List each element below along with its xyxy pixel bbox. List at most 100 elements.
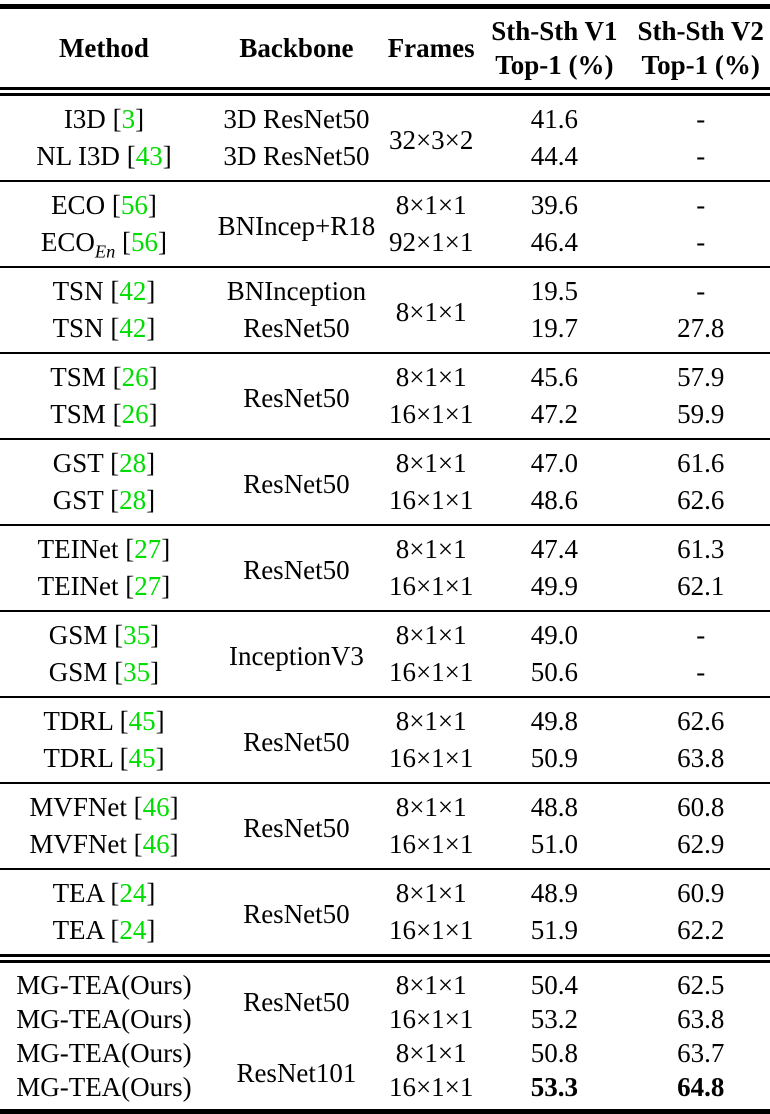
top1-v1-cell: 48.9 — [530, 878, 578, 908]
frames-cell: 8×1×1 — [395, 620, 467, 650]
table-row: GSM [35] 16×1×1 50.6 - — [0, 654, 770, 697]
frames-cell: 8×1×1 — [395, 448, 467, 478]
method-name: MG-TEA(Ours) — [16, 1038, 192, 1068]
top1-v1-cell: 51.9 — [530, 915, 578, 945]
frames-cell: 16×1×1 — [388, 485, 474, 515]
table-row: GST [28] ResNet50 8×1×1 47.0 61.6 — [0, 439, 770, 499]
header-label: Sth-Sth V2 — [637, 16, 764, 46]
citation-number: 26 — [121, 399, 149, 429]
table-row: GSM [35] InceptionV3 8×1×1 49.0 - — [0, 611, 770, 671]
column-header-sthsth-v1: Sth-Sth V1 Top-1 (%) — [477, 7, 631, 92]
frames-cell: 8×1×1 — [395, 534, 467, 564]
method-cell: MVFNet [46] — [29, 829, 179, 859]
backbone-cell: InceptionV3 — [228, 641, 364, 671]
method-name: MG-TEA(Ours) — [16, 970, 192, 1000]
top1-v2-cell: - — [696, 104, 706, 134]
table-row: GST [28] 16×1×1 48.6 62.6 — [0, 482, 770, 525]
method-name: ECO — [51, 190, 106, 220]
backbone-cell: 3D ResNet50 — [223, 141, 370, 171]
method-name: TEA — [52, 878, 104, 908]
top1-v2-cell: - — [696, 657, 706, 687]
top1-v2-cell: 63.8 — [677, 743, 725, 773]
method-cell: GSM [35] — [48, 657, 160, 687]
top1-v2-cell: 63.8 — [677, 1004, 725, 1034]
top1-v1-cell: 50.8 — [530, 1038, 578, 1068]
column-header-sthsth-v2: Sth-Sth V2 Top-1 (%) — [631, 7, 770, 92]
top1-v1-cell: 19.7 — [530, 313, 578, 343]
method-cell: ECO [56] — [51, 190, 157, 220]
backbone-cell: ResNet50 — [243, 469, 350, 499]
top1-v2-cell: 62.6 — [677, 706, 725, 736]
top1-v2-cell: 61.3 — [677, 534, 725, 564]
method-cell: TEA [24] — [52, 878, 156, 908]
table-row: TSN [42] ResNet50 19.7 27.8 — [0, 310, 770, 353]
method-name: NL I3D — [36, 141, 120, 171]
frames-cell: 16×1×1 — [388, 657, 474, 687]
top1-v1-cell: 41.6 — [530, 104, 578, 134]
frames-cell: 92×1×1 — [388, 227, 474, 257]
frames-cell: 16×1×1 — [388, 571, 474, 601]
table-row: TEINet [27] ResNet50 8×1×1 47.4 61.3 — [0, 525, 770, 585]
frames-cell: 16×1×1 — [388, 743, 474, 773]
frames-cell: 32×3×2 — [388, 125, 474, 155]
citation-number: 24 — [119, 915, 147, 945]
column-header-backbone: Backbone — [208, 7, 385, 92]
top1-v2-cell: 60.9 — [677, 878, 725, 908]
method-cell: TSM [26] — [50, 362, 158, 392]
table-row: TDRL [45] ResNet50 8×1×1 49.8 62.6 — [0, 697, 770, 757]
top1-v2-cell: - — [696, 276, 706, 306]
method-name: GST — [52, 485, 104, 515]
table-row: MVFNet [46] 16×1×1 51.0 62.9 — [0, 826, 770, 869]
method-group-0: I3D [3] 3D ResNet50 32×3×2 41.6- NL I3D [43]… — [0, 91, 770, 182]
backbone-cell: ResNet50 — [243, 727, 350, 757]
method-name: TSM — [50, 399, 106, 429]
method-group-3: TSM [26] ResNet50 8×1×1 45.6 57.9 TSM [26] 16×… — [0, 353, 770, 439]
table-row: MG-TEA(Ours) ResNet50 8×1×1 50.4 62.5 — [0, 959, 770, 1017]
frames-cell: 8×1×1 — [395, 792, 467, 822]
backbone-cell: ResNet50 — [243, 313, 350, 343]
backbone-cell: BNInception — [226, 276, 367, 306]
table-row: TDRL [45] 16×1×1 50.9 63.8 — [0, 740, 770, 783]
table-row: NL I3D [43] 3D ResNet50 44.4 - — [0, 138, 770, 181]
top1-v2-cell: 64.8 — [677, 1072, 725, 1102]
top1-v2-cell: 63.7 — [677, 1038, 725, 1068]
table-row: MVFNet [46] ResNet50 8×1×1 48.8 60.8 — [0, 783, 770, 843]
citation-number: 56 — [131, 227, 159, 257]
top1-v2-cell: 62.9 — [677, 829, 725, 859]
citation-number: 27 — [134, 571, 162, 601]
table-row: TSM [26] 16×1×1 47.2 59.9 — [0, 396, 770, 439]
method-cell: TEA [24] — [52, 915, 156, 945]
frames-cell: 16×1×1 — [388, 829, 474, 859]
backbone-cell: BNIncep+R18 — [217, 211, 376, 241]
method-name: GST — [52, 448, 104, 478]
frames-cell: 16×1×1 — [388, 1004, 474, 1034]
top1-v1-cell: 39.6 — [530, 190, 578, 220]
citation-number: 45 — [128, 743, 156, 773]
frames-cell: 8×1×1 — [395, 362, 467, 392]
method-name: TDRL — [43, 743, 113, 773]
method-name: GSM — [48, 620, 108, 650]
citation-number: 43 — [135, 141, 163, 171]
method-group-10: MG-TEA(Ours) ResNet50 8×1×1 50.4 62.5 MG-TEA(… — [0, 958, 770, 1112]
results-table: Method Backbone Frames Sth-Sth V1 Top-1 … — [0, 4, 770, 1114]
top1-v1-cell: 47.2 — [530, 399, 578, 429]
frames-cell: 8×1×1 — [395, 878, 467, 908]
method-name: TEINet — [37, 534, 119, 564]
method-cell: GSM [35] — [48, 620, 160, 650]
frames-cell: 8×1×1 — [395, 1038, 467, 1068]
citation-number: 45 — [128, 706, 156, 736]
top1-v1-cell: 48.8 — [530, 792, 578, 822]
table-row: TEA [24] ResNet50 8×1×1 48.9 60.9 — [0, 869, 770, 929]
table-row: ECOEn [56] 92×1×1 46.4 - — [0, 224, 770, 267]
header-label: Backbone — [239, 33, 354, 63]
top1-v2-cell: - — [696, 190, 706, 220]
method-cell: TEINet [27] — [37, 571, 171, 601]
top1-v2-cell: 60.8 — [677, 792, 725, 822]
top1-v1-cell: 50.9 — [530, 743, 578, 773]
method-name: TEA — [52, 915, 104, 945]
top1-v2-cell: 62.6 — [677, 485, 725, 515]
method-name: MVFNet — [29, 829, 127, 859]
frames-cell: 16×1×1 — [388, 399, 474, 429]
table-row: TEA [24] 16×1×1 51.9 62.2 — [0, 912, 770, 959]
column-header-frames: Frames — [385, 7, 477, 92]
